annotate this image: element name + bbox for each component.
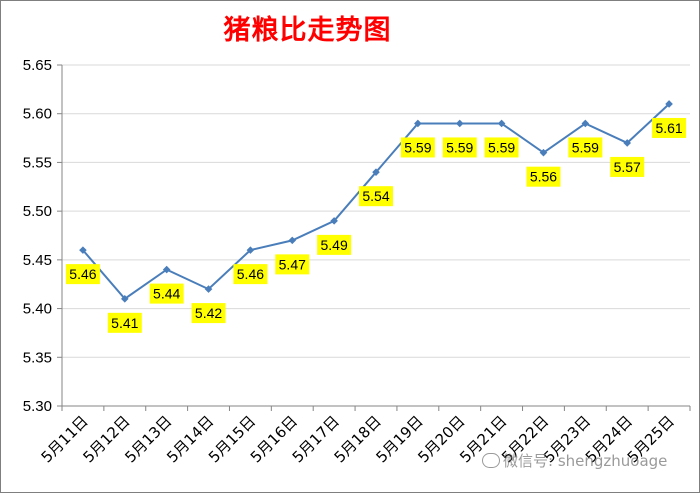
data-label: 5.49 — [317, 234, 352, 255]
data-label-text: 5.49 — [321, 237, 348, 253]
data-labels: 5.46 5.41 5.44 5.42 5.46 5.47 5.49 5.54 5.59 5.59… — [65, 117, 687, 333]
data-label-text: 5.57 — [614, 159, 641, 175]
data-point — [121, 295, 129, 303]
data-point — [414, 119, 422, 128]
y-tick-label: 5.40 — [23, 301, 52, 318]
data-point — [497, 119, 506, 128]
data-point — [330, 217, 338, 225]
data-label-text: 5.59 — [572, 139, 599, 155]
data-label-box — [526, 166, 561, 187]
data-label-text: 5.46 — [69, 266, 96, 282]
data-label: 5.56 — [526, 166, 561, 187]
data-point — [162, 265, 171, 274]
data-label-text: 5.56 — [530, 169, 557, 185]
data-label-text: 5.42 — [195, 305, 222, 321]
data-label-box — [149, 283, 184, 304]
data-points — [79, 100, 673, 303]
data-label-text: 5.46 — [237, 266, 264, 282]
data-label-text: 5.59 — [404, 139, 431, 155]
data-label: 5.57 — [610, 156, 645, 177]
watermark-text: 微信号: shengzhuoage — [503, 452, 668, 470]
watermark: 微信号: shengzhuoage — [482, 450, 667, 471]
data-point — [665, 100, 673, 108]
data-point — [623, 139, 631, 147]
data-label-box — [400, 137, 435, 158]
data-label-text: 5.47 — [279, 256, 306, 272]
data-label-box — [568, 137, 603, 158]
y-tick-labels: 5.30 5.35 5.40 5.45 5.50 5.55 5.60 5.65 — [23, 57, 52, 415]
y-tick-label: 5.30 — [23, 398, 52, 415]
data-label-text: 5.41 — [111, 315, 138, 331]
grid-lines — [62, 64, 690, 358]
data-label-box — [610, 156, 645, 177]
y-tick-label: 5.35 — [23, 349, 52, 366]
y-tick-label: 5.55 — [23, 154, 52, 171]
data-label: 5.59 — [568, 137, 603, 158]
y-tick-label: 5.60 — [23, 106, 52, 123]
data-label-box — [484, 137, 519, 158]
chart-title: 猪粮比走势图 — [223, 15, 392, 46]
data-label-box — [107, 312, 142, 333]
data-point — [372, 168, 380, 176]
data-label: 5.59 — [442, 137, 477, 158]
data-point — [246, 246, 255, 254]
data-label: 5.59 — [484, 137, 519, 158]
data-label-box — [652, 117, 687, 138]
data-label: 5.41 — [107, 312, 142, 333]
data-label: 5.44 — [149, 283, 184, 304]
data-label-box — [442, 137, 477, 158]
data-label: 5.54 — [359, 186, 393, 207]
wechat-icon — [482, 453, 500, 468]
data-label-box — [233, 264, 268, 285]
data-label-text: 5.61 — [655, 120, 682, 136]
data-point — [581, 119, 590, 128]
y-tick-label: 5.50 — [23, 203, 52, 220]
data-label-box — [359, 186, 393, 207]
data-label: 5.61 — [652, 117, 687, 138]
data-label-box — [317, 234, 352, 255]
data-label-text: 5.44 — [153, 286, 180, 302]
data-label-text: 5.54 — [362, 188, 389, 204]
y-tick-label: 5.65 — [23, 57, 52, 74]
data-label: 5.46 — [65, 264, 100, 285]
data-point — [79, 246, 87, 254]
data-label: 5.42 — [191, 303, 226, 324]
data-point — [288, 236, 297, 245]
data-point — [539, 148, 548, 157]
data-label: 5.59 — [400, 137, 435, 158]
data-point — [204, 285, 213, 293]
y-tick-label: 5.45 — [23, 252, 52, 269]
data-label: 5.47 — [275, 254, 310, 275]
data-label-box — [275, 254, 310, 275]
data-label-text: 5.59 — [446, 139, 473, 155]
data-label-text: 5.59 — [488, 139, 515, 155]
data-label: 5.46 — [233, 264, 268, 285]
data-label-box — [65, 264, 100, 285]
data-point — [455, 119, 464, 128]
data-label-box — [191, 303, 226, 324]
axes — [57, 64, 691, 411]
